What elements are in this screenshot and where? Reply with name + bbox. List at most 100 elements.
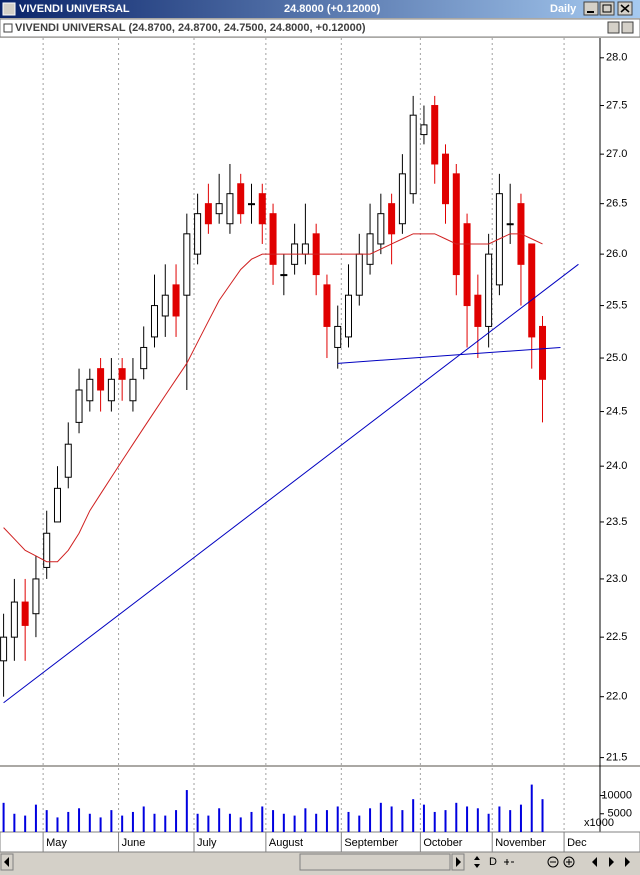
candle-body (398, 173, 406, 225)
volume-bar (466, 806, 469, 832)
scroll-thumb[interactable] (299, 853, 451, 871)
volume-bar (336, 806, 339, 832)
panel-max-button[interactable] (607, 21, 620, 34)
candle-body (0, 636, 8, 662)
candle-body (409, 114, 417, 195)
volume-bar (390, 806, 393, 832)
x-axis-bar (0, 831, 640, 853)
candle-body (32, 578, 40, 615)
candle-body (10, 601, 18, 638)
volume-bar (175, 810, 178, 832)
candle-body (420, 124, 428, 136)
panel-close-button[interactable] (621, 21, 634, 34)
minimize-button[interactable] (583, 1, 599, 16)
volume-bar (433, 811, 436, 832)
trendline (337, 346, 561, 364)
zoom-in-button[interactable] (563, 856, 575, 868)
candle-body (75, 389, 83, 423)
scrollbar: D (0, 853, 640, 873)
volume-bar (196, 813, 199, 832)
candle-body (97, 368, 105, 391)
y-tick-label: 26.5 (606, 198, 627, 210)
candle-body (485, 253, 493, 327)
volume-bar (272, 810, 275, 832)
candle-body (140, 346, 148, 370)
candle-body (269, 213, 277, 265)
volume-bar (13, 813, 16, 832)
vzoom-button[interactable] (470, 854, 484, 870)
window-icon (2, 2, 16, 16)
volume-bar (207, 815, 210, 832)
volume-bar (293, 815, 296, 832)
candle-body (64, 443, 72, 478)
candle-body (204, 203, 212, 225)
y-tick-label: 23.0 (606, 573, 627, 585)
candle-body (194, 213, 202, 255)
volume-bar (24, 815, 27, 832)
volume-bar (401, 810, 404, 832)
volume-bar (142, 806, 145, 832)
volume-bar (88, 813, 91, 832)
period-button[interactable] (486, 854, 500, 870)
candle-body (506, 223, 514, 226)
candle-body (452, 173, 460, 276)
maximize-button[interactable] (599, 1, 615, 16)
maximize-glyph (602, 4, 612, 13)
volume-bar (412, 799, 415, 832)
scroll-right-glyph (456, 857, 461, 867)
volume-bar (358, 815, 361, 832)
price-panel (0, 38, 640, 765)
y-tick-label: 22.0 (606, 691, 627, 703)
volume-bar (498, 806, 501, 832)
y-tick-label: 27.0 (606, 148, 627, 160)
x-tick-label: June (122, 837, 146, 849)
candle-body (183, 233, 191, 296)
volume-bar (476, 808, 479, 832)
candle-body (539, 325, 547, 380)
volume-bar (541, 799, 544, 832)
legend-icon (3, 23, 13, 33)
candle-body (237, 183, 245, 215)
volume-bar (261, 806, 264, 832)
candle-body (53, 487, 61, 523)
volume-bar (530, 784, 533, 832)
volume-bar (509, 810, 512, 832)
volume-bar (250, 811, 253, 832)
zoom-in-glyph (566, 859, 572, 865)
window-period: Daily (550, 3, 577, 15)
x-tick-label: November (495, 837, 546, 849)
candle-body (431, 105, 439, 165)
candle-body (355, 253, 363, 296)
volume-bar (228, 813, 231, 832)
volume-bar (239, 817, 242, 832)
candle-body (150, 305, 158, 338)
x-tick-label: May (46, 837, 67, 849)
candle-body (43, 532, 51, 568)
x-tick-label: July (197, 837, 217, 849)
candle-body (258, 193, 266, 225)
plot: May June July August September October Novembe… (0, 38, 632, 852)
volume-bar (304, 808, 307, 832)
page-right-button[interactable] (609, 857, 614, 867)
candle-body (366, 233, 374, 265)
y-tick-label: 25.0 (606, 352, 627, 364)
x-tick-label: August (269, 837, 303, 849)
page-left-button[interactable] (592, 857, 597, 867)
candle-body (463, 223, 471, 307)
volume-panel (0, 767, 640, 832)
volume-bar (121, 815, 124, 832)
volume-bar (164, 815, 167, 832)
zoom-out-button[interactable] (547, 856, 559, 868)
volume-bar (110, 810, 113, 832)
volume-bar (315, 813, 318, 832)
moving-average (3, 233, 543, 563)
end-button[interactable] (625, 857, 630, 867)
volume-bar (67, 811, 70, 832)
volume-bar (2, 802, 5, 832)
window-quote: 24.8000 (+0.12000) (284, 3, 381, 15)
volume-bar (444, 810, 447, 832)
volume-bar (379, 802, 382, 832)
trendline (3, 263, 579, 704)
y-tick-label: 28.0 (606, 52, 627, 64)
